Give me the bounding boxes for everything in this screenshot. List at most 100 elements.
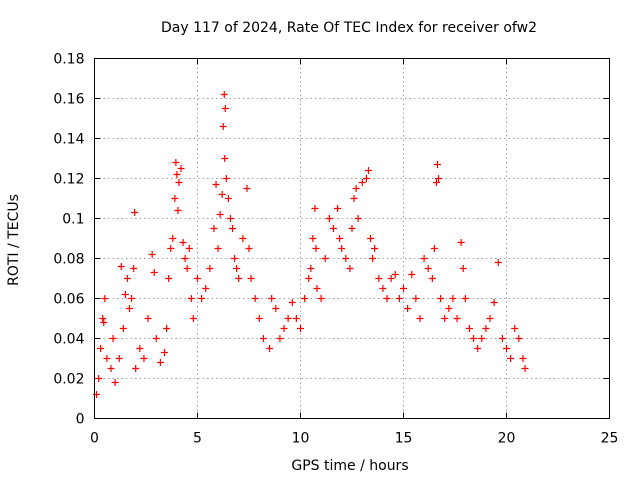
data-point [383, 295, 391, 302]
data-point [404, 305, 412, 312]
data-point [292, 315, 300, 322]
data-point [115, 355, 123, 362]
data-point [312, 245, 320, 252]
data-point [498, 335, 506, 342]
data-point [266, 345, 274, 352]
data-point [387, 275, 395, 282]
data-point [428, 275, 436, 282]
y-tick-label: 0.08 [53, 252, 84, 268]
data-point [400, 285, 407, 292]
data-point [313, 285, 321, 292]
data-point [369, 255, 377, 262]
data-point [229, 225, 237, 232]
data-point [379, 285, 387, 292]
data-point [177, 165, 185, 172]
data-point [334, 205, 342, 212]
data-point [99, 315, 107, 322]
data-point [194, 275, 201, 282]
data-point [107, 365, 115, 372]
data-point [169, 235, 177, 242]
data-point [109, 335, 117, 342]
x-tick-label: 15 [395, 431, 413, 447]
data-point [284, 315, 292, 322]
data-point [132, 365, 140, 372]
data-point [224, 195, 232, 202]
data-point [420, 255, 428, 262]
data-point [391, 271, 399, 278]
data-point [280, 325, 288, 332]
data-point [179, 239, 187, 246]
data-point [214, 245, 222, 252]
data-point [348, 225, 356, 232]
y-tick-label: 0.02 [53, 372, 84, 388]
data-point [511, 325, 519, 332]
data-point [519, 355, 527, 362]
data-point [307, 265, 315, 272]
data-point [163, 325, 171, 332]
data-point [412, 295, 420, 302]
x-tick-labels: 0 5 10 15 20 25 [90, 431, 618, 447]
data-point [243, 185, 251, 192]
x-tick-label: 25 [601, 431, 619, 447]
data-point [247, 275, 255, 282]
data-point [362, 175, 370, 182]
data-point [432, 179, 440, 186]
data-point [276, 335, 284, 342]
data-point [317, 295, 325, 302]
data-point [216, 211, 224, 218]
data-point [117, 263, 125, 270]
data-point [482, 325, 490, 332]
data-point [461, 295, 469, 302]
data-point [128, 295, 136, 302]
data-point [470, 335, 478, 342]
data-point [433, 161, 441, 168]
y-tick-label: 0.16 [53, 92, 84, 108]
data-point [231, 255, 239, 262]
data-point [515, 335, 523, 342]
x-axis-title: GPS time / hours [291, 458, 408, 474]
data-point [329, 225, 337, 232]
data-point [167, 245, 175, 252]
data-point [126, 305, 134, 312]
data-point [437, 295, 445, 302]
data-point [183, 265, 191, 272]
data-point [453, 315, 461, 322]
data-point [221, 105, 229, 112]
data-point [301, 295, 309, 302]
y-axis-title: ROTI / TECUs [6, 194, 22, 286]
data-point [338, 245, 346, 252]
data-point [212, 181, 220, 188]
data-point [161, 349, 169, 356]
data-point [152, 335, 160, 342]
data-point [321, 255, 329, 262]
data-point [206, 265, 214, 272]
data-point [239, 235, 247, 242]
plot-frame [94, 58, 610, 419]
data-point [235, 275, 243, 282]
data-point [486, 315, 494, 322]
data-point [233, 265, 241, 272]
data-point [503, 345, 510, 352]
data-point [226, 215, 234, 222]
data-point [187, 295, 195, 302]
data-point [148, 251, 156, 258]
data-point [507, 355, 515, 362]
x-tick-label: 0 [90, 431, 99, 447]
data-point [268, 295, 276, 302]
data-point [221, 155, 229, 162]
data-point [144, 315, 152, 322]
data-point [222, 175, 230, 182]
x-tick-label: 20 [498, 431, 516, 447]
data-point [173, 171, 181, 178]
data-point [181, 255, 189, 262]
data-point [100, 319, 108, 326]
data-point [309, 235, 317, 242]
data-point [130, 265, 138, 272]
data-point [198, 295, 206, 302]
data-point [367, 235, 375, 242]
data-point [259, 335, 267, 342]
data-point [156, 359, 164, 366]
data-point [465, 325, 473, 332]
data-point [171, 195, 179, 202]
data-point [342, 255, 350, 262]
